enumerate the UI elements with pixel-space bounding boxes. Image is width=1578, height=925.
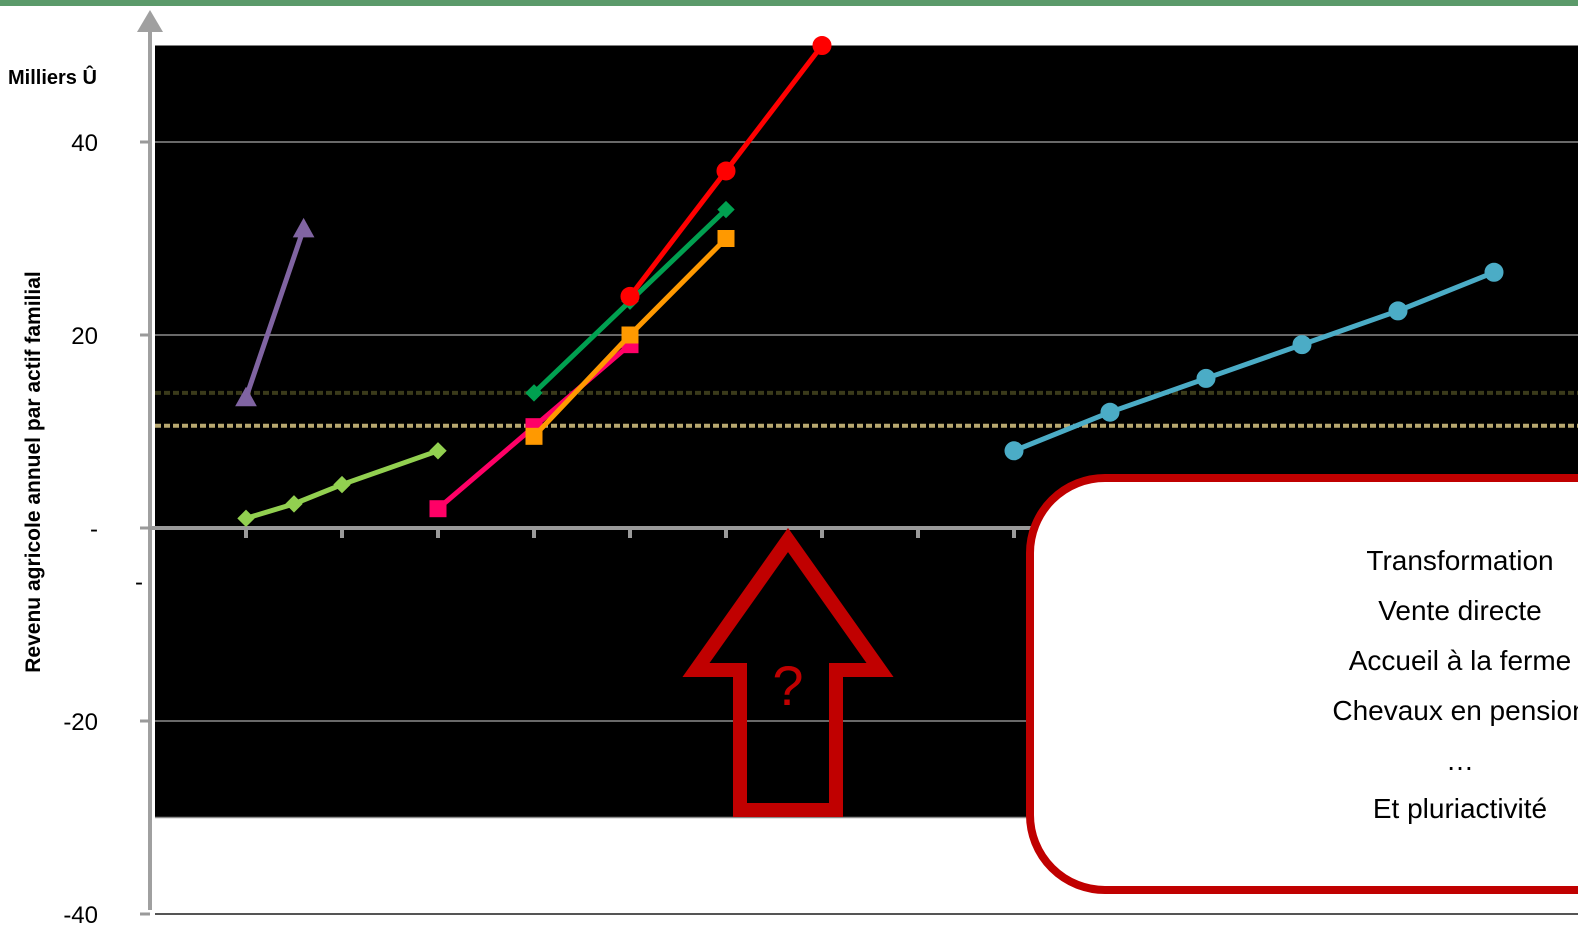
callout-line: Accueil à la ferme xyxy=(1349,645,1572,676)
data-point xyxy=(1004,441,1024,461)
series-group xyxy=(235,36,1504,528)
callout-line: Vente directe xyxy=(1378,595,1541,626)
data-point xyxy=(429,500,447,518)
callout-line: … xyxy=(1446,745,1474,776)
series xyxy=(235,217,315,407)
question-arrow: ? xyxy=(682,527,894,817)
data-point xyxy=(429,442,447,460)
data-point xyxy=(717,230,735,247)
series xyxy=(525,230,735,445)
y-tick-label: 40 xyxy=(71,130,98,157)
data-point xyxy=(1100,402,1120,422)
y-axis-arrow-icon xyxy=(137,10,163,32)
threshold-lines xyxy=(155,390,1578,428)
y-tick-label: -20 xyxy=(63,709,98,736)
unit-label: Milliers Û xyxy=(8,65,97,89)
data-point xyxy=(1196,368,1216,388)
series xyxy=(1004,262,1504,461)
up-arrow-icon xyxy=(682,527,894,817)
data-point xyxy=(1484,262,1504,282)
data-point xyxy=(1292,335,1312,355)
series-line xyxy=(245,448,439,521)
y-tick-label: 20 xyxy=(71,323,98,350)
data-point xyxy=(1388,301,1408,321)
top-accent-bar xyxy=(0,0,1578,6)
data-point xyxy=(285,495,303,513)
y-tick-label: - xyxy=(90,516,98,543)
y-axis-label: Revenu agricole annuel par actif familia… xyxy=(22,271,45,672)
series xyxy=(620,36,832,306)
y-tick-label: -40 xyxy=(63,902,98,925)
data-point xyxy=(620,286,640,306)
data-point xyxy=(621,326,639,344)
data-point xyxy=(237,509,255,528)
data-point xyxy=(716,161,736,181)
y-tick-label: - xyxy=(135,569,143,596)
callout-box: Transformation Vente directe Accueil à l… xyxy=(1026,474,1578,894)
callout-line: Transformation xyxy=(1366,545,1553,576)
y-tick-labels: 40 20 - - -20 -40 xyxy=(63,130,143,925)
data-point xyxy=(525,427,543,445)
data-point xyxy=(717,200,735,219)
data-point xyxy=(235,386,257,407)
arrow-question-mark: ? xyxy=(772,654,803,717)
series xyxy=(237,442,447,528)
series-line xyxy=(1013,269,1495,454)
data-point xyxy=(333,475,351,494)
data-point xyxy=(812,36,832,55)
callout-line: Chevaux en pension xyxy=(1332,695,1578,726)
data-point xyxy=(525,384,543,402)
callout-line: Et pluriactivité xyxy=(1373,793,1547,824)
data-point xyxy=(292,217,315,238)
series-line xyxy=(243,228,306,399)
